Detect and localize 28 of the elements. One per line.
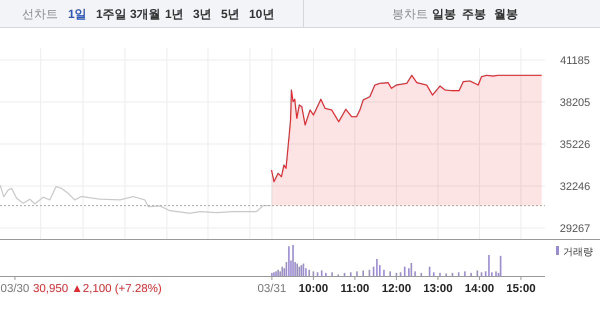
y-tick-label: 35226 <box>560 139 590 151</box>
text: 3년 <box>193 7 212 21</box>
text: 월봉 <box>494 7 518 21</box>
y-tick-label: 38205 <box>560 97 590 110</box>
text: 10년 <box>249 7 274 21</box>
x-tick-label: 03/31 <box>257 283 286 295</box>
x-tick-label: 10:00 <box>298 283 328 295</box>
x-tick-label: 15:00 <box>506 283 536 295</box>
text: 1일 <box>68 7 87 21</box>
text: 1주일 <box>96 7 127 21</box>
text: 30,950 ▲2,100 (+7.28%) <box>33 283 162 295</box>
x-tick-label: 14:00 <box>464 283 494 295</box>
x-tick-label: 11:00 <box>340 283 370 295</box>
legend-label: 거래량 <box>563 247 593 258</box>
line-series <box>0 184 272 214</box>
y-tick-label: 32246 <box>560 181 590 194</box>
text: 1년 <box>165 7 184 21</box>
y-tick-label: 29267 <box>560 223 590 235</box>
text: 3개월 <box>130 7 161 21</box>
x-tick-label: 13:00 <box>423 283 453 295</box>
text: 선차트 <box>22 7 58 21</box>
text: 봉차트 <box>392 7 428 21</box>
text: 5년 <box>221 7 240 21</box>
y-tick-label: 41185 <box>560 55 590 67</box>
text: 일봉 <box>432 7 456 21</box>
text: 주봉 <box>462 7 486 21</box>
x-tick-label: 03/30 <box>0 283 30 295</box>
x-tick-label: 12:00 <box>382 283 412 295</box>
